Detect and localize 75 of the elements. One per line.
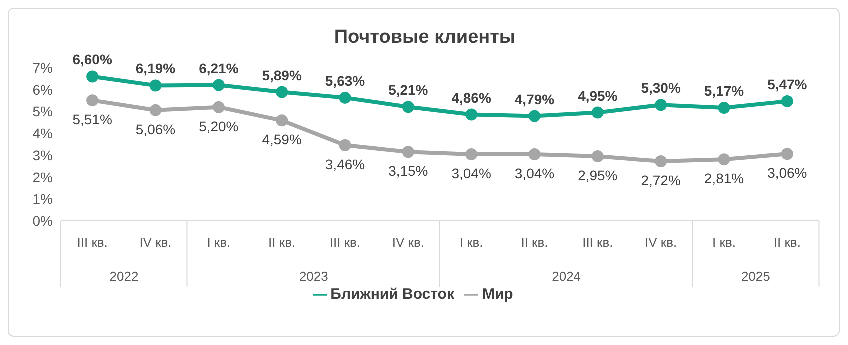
point [592, 150, 604, 163]
data-label: 5,47% [768, 76, 808, 92]
x-tick-label: III кв. [330, 235, 361, 250]
point [528, 110, 541, 122]
data-label: 5,17% [704, 83, 745, 99]
point [276, 114, 288, 127]
data-label: 4,86% [452, 90, 492, 106]
legend-label: Ближний Восток [330, 286, 454, 303]
point [86, 70, 99, 83]
point [718, 154, 730, 166]
x-tick-label: III кв. [582, 235, 614, 250]
y-tick-label: 0% [32, 212, 53, 229]
x-tick-label: II кв. [521, 235, 548, 250]
x-tick-label: III кв. [77, 235, 108, 250]
point [276, 86, 288, 98]
y-tick-label: 2% [32, 169, 53, 186]
data-label: 5,51% [72, 112, 112, 128]
data-label: 6,60% [72, 52, 113, 68]
point [402, 101, 414, 114]
point [212, 101, 225, 114]
point [212, 79, 225, 92]
data-label: 5,21% [388, 82, 429, 98]
point [150, 80, 162, 92]
text: 2024 [552, 269, 582, 284]
data-label: 4,95% [578, 88, 618, 104]
data-label: 4,79% [514, 91, 556, 108]
x-tick-label: I кв. [460, 235, 484, 250]
x-tick-label: IV кв. [392, 235, 424, 250]
data-label: 3,46% [325, 156, 366, 172]
data-label: 3,15% [388, 163, 428, 180]
point [781, 148, 794, 160]
point [718, 102, 730, 114]
point [86, 94, 99, 107]
point [655, 156, 668, 168]
y-tick-label: 4% [32, 126, 53, 142]
data-label: 2,95% [578, 168, 618, 184]
x-tick-label: II кв. [774, 235, 801, 250]
data-label: 2,72% [641, 172, 681, 189]
y-tick-label: 3% [32, 147, 53, 164]
x-tick-label: I кв. [207, 235, 231, 250]
data-label: 3,06% [768, 165, 808, 182]
data-label: 6,21% [199, 60, 240, 76]
point [655, 99, 668, 112]
text: 2022 [110, 269, 139, 284]
x-tick-label: II кв. [268, 235, 296, 250]
point [781, 95, 794, 108]
data-label: 6,19% [136, 60, 176, 77]
data-label: 3,04% [514, 166, 555, 182]
x-tick-label: IV кв. [645, 235, 678, 250]
y-tick-label: 5% [32, 104, 53, 120]
text: 2023 [299, 269, 328, 284]
data-label: 5,06% [136, 121, 176, 138]
point [402, 146, 414, 158]
data-label: 2,81% [704, 170, 744, 187]
y-tick-label: 6% [32, 82, 53, 98]
point [592, 106, 604, 119]
data-label: 5,63% [325, 72, 366, 89]
point [150, 104, 162, 116]
data-label: 3,04% [452, 166, 492, 182]
data-label: 5,30% [641, 80, 682, 96]
y-tick-label: 1% [32, 191, 53, 208]
chart-title: Почтовые клиенты [333, 27, 517, 49]
legend-label: Мир [482, 286, 514, 303]
x-tick-label: IV кв. [140, 235, 172, 250]
y-tick-label: 7% [32, 60, 53, 76]
text: 2025 [741, 269, 770, 284]
point [466, 148, 478, 161]
data-label: 4,59% [262, 132, 302, 148]
x-tick-label: I кв. [712, 235, 736, 250]
point [528, 148, 541, 161]
point [339, 139, 352, 152]
point [339, 92, 352, 104]
data-label: 5,20% [199, 118, 239, 134]
data-label: 5,89% [262, 67, 302, 84]
point [466, 108, 478, 121]
